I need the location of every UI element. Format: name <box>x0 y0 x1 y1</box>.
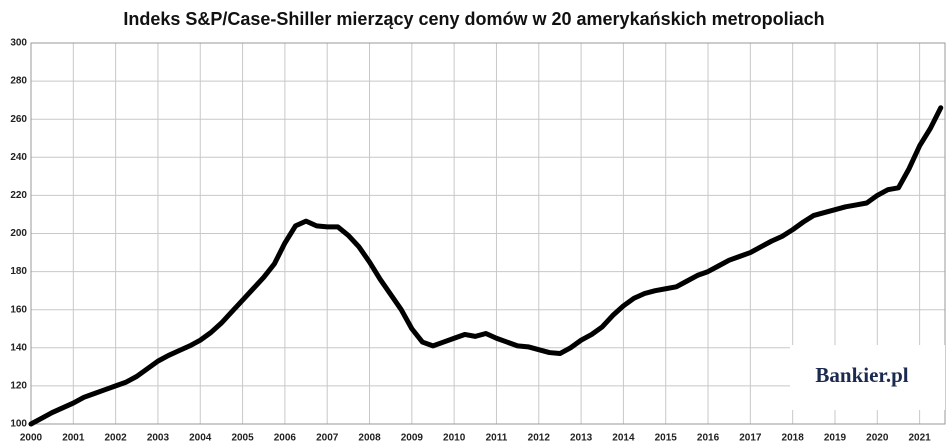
x-tick-label: 2001 <box>62 433 85 444</box>
x-tick-label: 2018 <box>782 433 805 444</box>
x-tick-label: 2014 <box>612 433 635 444</box>
y-tick-label: 100 <box>10 419 27 430</box>
x-tick-label: 2016 <box>697 433 720 444</box>
x-tick-label: 2006 <box>274 433 297 444</box>
x-tick-label: 2002 <box>105 433 128 444</box>
x-tick-label: 2012 <box>528 433 551 444</box>
y-tick-label: 200 <box>10 228 27 239</box>
x-tick-label: 2011 <box>486 433 508 444</box>
x-tick-label: 2005 <box>231 433 254 444</box>
y-tick-label: 260 <box>10 114 27 125</box>
x-tick-label: 2004 <box>189 433 212 444</box>
y-tick-label: 180 <box>10 266 27 277</box>
x-tick-label: 2015 <box>655 433 678 444</box>
y-tick-label: 300 <box>10 38 27 49</box>
x-tick-label: 2000 <box>20 433 43 444</box>
logo-box <box>790 345 945 410</box>
x-tick-label: 2021 <box>908 433 931 444</box>
x-tick-label: 2020 <box>866 433 889 444</box>
logo: Bankier.pl <box>815 363 908 387</box>
line-series <box>28 105 944 427</box>
y-tick-label: 120 <box>10 381 27 392</box>
y-tick-label: 280 <box>10 76 27 87</box>
x-tick-label: 2003 <box>147 433 170 444</box>
y-tick-label: 140 <box>10 342 27 353</box>
x-tick-label: 2010 <box>443 433 466 444</box>
x-tick-label: 2008 <box>358 433 381 444</box>
y-tick-label: 240 <box>10 152 27 163</box>
x-tick-label: 2013 <box>570 433 593 444</box>
x-tick-label: 2009 <box>401 433 424 444</box>
chart-title: Indeks S&P/Case-Shiller mierzący ceny do… <box>123 9 824 29</box>
y-tick-label: 220 <box>10 190 27 201</box>
x-tick-label: 2017 <box>739 433 762 444</box>
plot-border <box>30 42 946 425</box>
x-tick-label: 2019 <box>824 433 847 444</box>
x-tick-label: 2007 <box>316 433 339 444</box>
y-tick-label: 160 <box>10 304 27 315</box>
